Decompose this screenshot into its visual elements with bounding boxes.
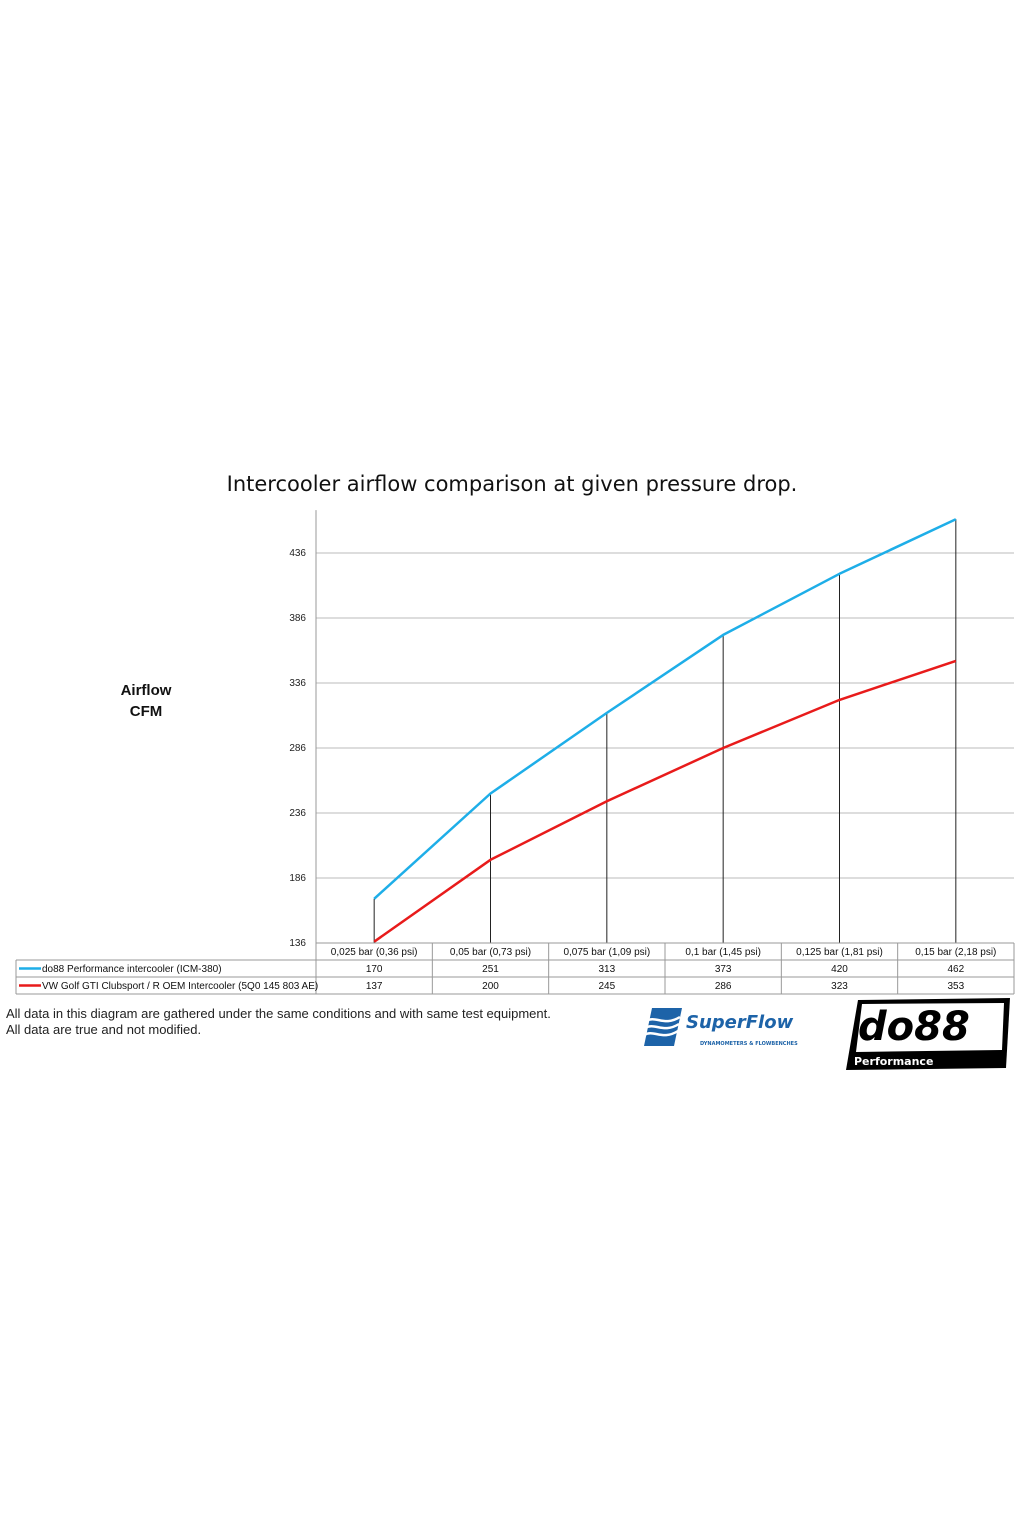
data-label: 137: [366, 981, 383, 992]
series-line-0: [373, 518, 957, 900]
do88-logo: do88 Performance: [846, 998, 1010, 1070]
data-label: 420: [831, 964, 848, 975]
x-category-label: 0,125 bar (1,81 psi): [796, 947, 883, 958]
series-line-1: [373, 659, 957, 943]
x-category-label: 0,075 bar (1,09 psi): [563, 947, 650, 958]
legend-label: VW Golf GTI Clubsport / R OEM Intercoole…: [42, 981, 318, 992]
data-label: 373: [715, 964, 732, 975]
superflow-logo: SuperFlow DYNAMOMETERS & FLOWBENCHES: [643, 1008, 798, 1047]
y-axis-label: Airflow CFM: [96, 680, 196, 722]
y-tick-label: 136: [289, 938, 306, 949]
legend-label: do88 Performance intercooler (ICM-380): [42, 964, 222, 975]
y-tick-label: 436: [289, 548, 306, 559]
data-label: 251: [482, 964, 499, 975]
y-tick-label: 386: [289, 613, 306, 624]
do88-logo-tagline: Performance: [854, 1055, 933, 1068]
superflow-logo-tagline: DYNAMOMETERS & FLOWBENCHES: [700, 1041, 798, 1047]
data-label: 245: [598, 981, 615, 992]
y-tick-label: 236: [289, 808, 306, 819]
y-tick-label: 336: [289, 678, 306, 689]
do88-logo-text: do88: [858, 1004, 970, 1050]
x-category-label: 0,05 bar (0,73 psi): [450, 947, 531, 958]
data-label: 313: [598, 964, 615, 975]
y-axis-label-line: Airflow: [120, 682, 172, 699]
x-category-label: 0,15 bar (2,18 psi): [915, 947, 996, 958]
footnote: All data in this diagram are gathered un…: [6, 1006, 551, 1021]
footnote: All data are true and not modified.: [6, 1022, 202, 1037]
chart-title: Intercooler airflow comparison at given …: [226, 472, 798, 496]
y-tick-label: 286: [289, 743, 306, 754]
x-category-label: 0,025 bar (0,36 psi): [331, 947, 418, 958]
data-label: 323: [831, 981, 848, 992]
y-axis-label-line: CFM: [129, 703, 163, 720]
data-label: 462: [947, 964, 964, 975]
data-label: 170: [366, 964, 383, 975]
data-label: 353: [947, 981, 964, 992]
superflow-logo-text: SuperFlow: [686, 1012, 794, 1033]
y-tick-label: 186: [289, 873, 306, 884]
data-label: 286: [715, 981, 732, 992]
chart: 136 186 236 286 336 386 436 0,025 bar (0,36 psi…: [15, 510, 1015, 995]
x-category-label: 0,1 bar (1,45 psi): [685, 947, 761, 958]
data-label: 200: [482, 981, 499, 992]
